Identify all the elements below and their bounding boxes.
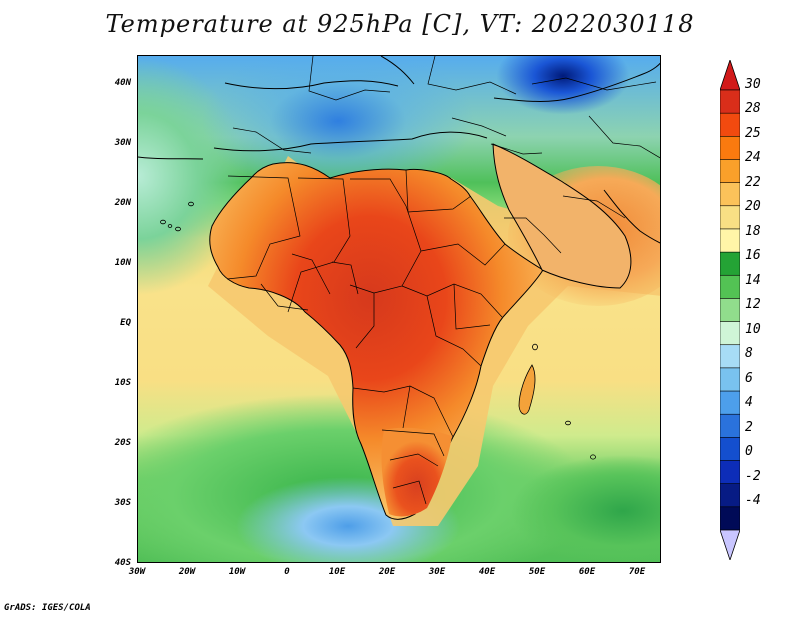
africa-land-heat xyxy=(209,143,632,520)
colorbar-label-neg4: -4 xyxy=(745,493,761,508)
lon-label-20e: 20E xyxy=(378,567,396,577)
colorbar-label-18: 18 xyxy=(745,224,761,239)
islands xyxy=(160,201,596,460)
map-panel xyxy=(137,55,661,563)
colorbar-band xyxy=(720,182,740,207)
colorbar-label-0: 0 xyxy=(745,444,753,459)
colorbar-band xyxy=(720,367,740,392)
lon-label-20w: 20W xyxy=(178,567,196,577)
lon-label-50e: 50E xyxy=(528,567,546,577)
lon-label-0: 0 xyxy=(284,567,290,577)
colorbar-label-8: 8 xyxy=(745,346,753,361)
colorbar-label-12: 12 xyxy=(745,297,761,312)
colorbar-label-24: 24 xyxy=(745,150,761,165)
colorbar-band xyxy=(720,112,740,137)
footer-credit: GrADS: IGES/COLA xyxy=(4,603,91,613)
lat-label-20s: 20S xyxy=(114,438,131,448)
colorbar-band xyxy=(720,228,740,253)
colorbar-band xyxy=(720,437,740,462)
lat-label-eq: EQ xyxy=(120,318,131,328)
colorbar-band xyxy=(720,483,740,508)
colorbar-label-6: 6 xyxy=(745,371,753,386)
colorbar-band xyxy=(720,205,740,230)
colorbar-top-arrow xyxy=(720,60,740,91)
coastlines xyxy=(138,56,660,244)
colorbar-band xyxy=(720,390,740,415)
colorbar-band xyxy=(720,274,740,299)
colorbar-label-2: 2 xyxy=(745,420,753,435)
colorbar-label-30: 30 xyxy=(745,77,761,92)
colorbar-band xyxy=(720,413,740,438)
colorbar-band xyxy=(720,460,740,485)
colorbar-bands xyxy=(720,89,740,531)
colorbar-label-20: 20 xyxy=(745,199,761,214)
colorbar-label-10: 10 xyxy=(745,322,761,337)
colorbar-label-28: 28 xyxy=(745,101,761,116)
colorbar-band xyxy=(720,344,740,369)
colorbar-label-25: 25 xyxy=(745,126,761,141)
colorbar xyxy=(720,60,740,560)
colorbar-label-16: 16 xyxy=(745,248,761,263)
colorbar-label-neg2: -2 xyxy=(745,469,761,484)
lat-label-30s: 30S xyxy=(114,498,131,508)
lat-label-10n: 10N xyxy=(114,258,131,268)
colorbar-label-22: 22 xyxy=(745,175,761,190)
colorbar-band xyxy=(720,321,740,346)
lon-label-30e: 30E xyxy=(428,567,446,577)
colorbar-band xyxy=(720,159,740,184)
colorbar-band xyxy=(720,89,740,114)
temperature-map xyxy=(138,56,660,526)
country-borders xyxy=(226,56,660,505)
colorbar-bottom-arrow xyxy=(720,529,740,560)
lat-label-10s: 10S xyxy=(114,378,131,388)
lon-label-60e: 60E xyxy=(578,567,596,577)
lat-label-40s: 40S xyxy=(114,558,131,568)
colorbar-band xyxy=(720,506,740,531)
colorbar-band xyxy=(720,251,740,276)
colorbar-band xyxy=(720,298,740,323)
colorbar-label-4: 4 xyxy=(745,395,753,410)
lon-label-40e: 40E xyxy=(478,567,496,577)
lat-label-30n: 30N xyxy=(114,138,131,148)
lon-label-70e: 70E xyxy=(628,567,646,577)
chart-title: Temperature at 925hPa [C], VT: 202203011… xyxy=(105,10,695,38)
lon-label-30w: 30W xyxy=(128,567,146,577)
lon-label-10e: 10E xyxy=(328,567,346,577)
lon-label-10w: 10W xyxy=(228,567,246,577)
colorbar-label-14: 14 xyxy=(745,273,761,288)
colorbar-band xyxy=(720,136,740,160)
lat-label-20n: 20N xyxy=(114,198,131,208)
lat-label-40n: 40N xyxy=(114,78,131,88)
